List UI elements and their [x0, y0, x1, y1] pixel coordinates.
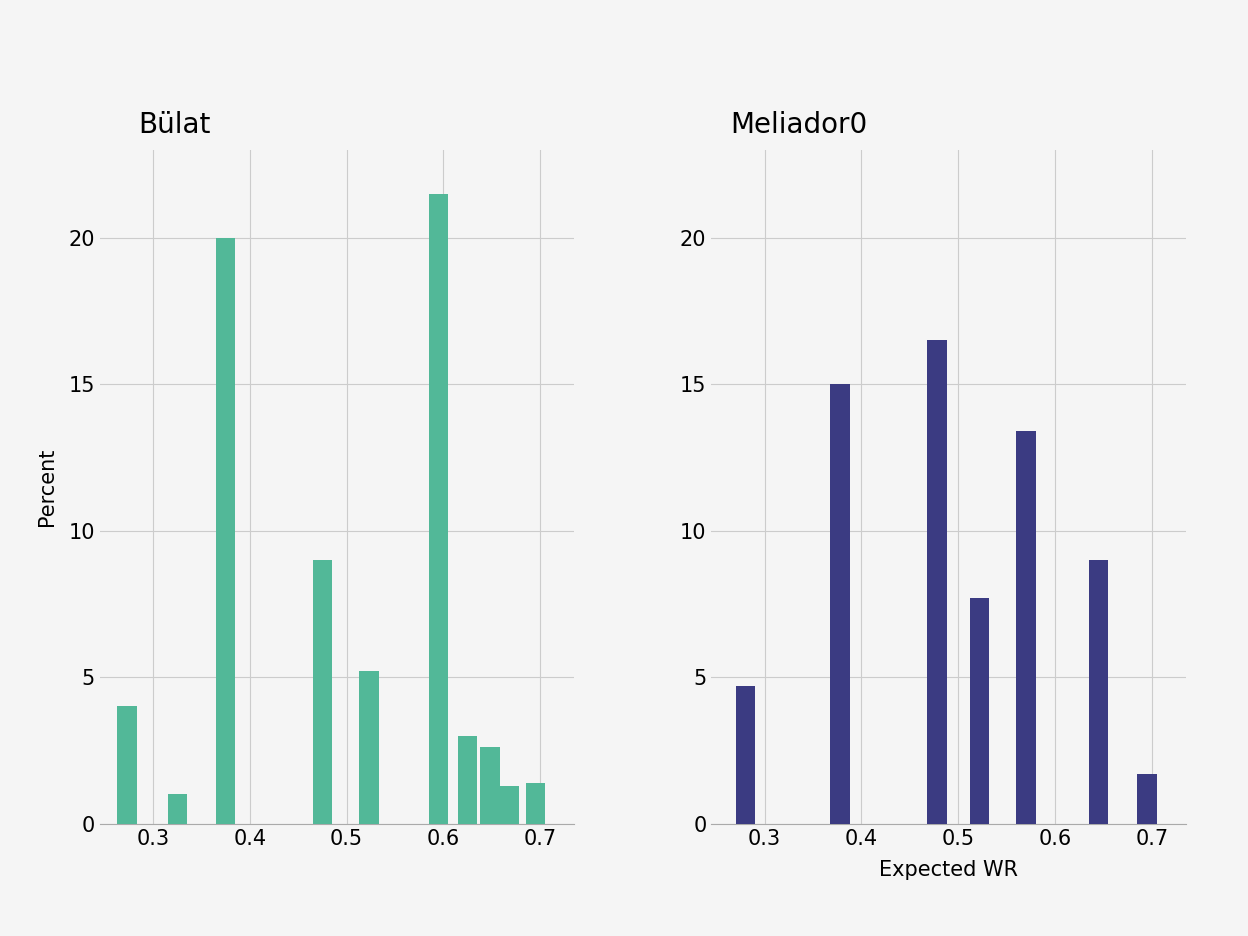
X-axis label: Expected WR: Expected WR [879, 859, 1018, 880]
Y-axis label: Percent: Percent [37, 447, 57, 526]
Bar [735, 686, 755, 824]
Bar [359, 671, 378, 824]
Bar [1016, 431, 1036, 824]
Bar [167, 795, 187, 824]
Text: Bülat: Bülat [137, 111, 210, 139]
Bar [525, 782, 545, 824]
Bar [499, 785, 519, 824]
Bar [480, 748, 499, 824]
Bar [927, 340, 946, 824]
Bar [1137, 774, 1157, 824]
Bar [970, 598, 990, 824]
Bar [1088, 560, 1108, 824]
Bar [313, 560, 332, 824]
Bar [216, 238, 236, 824]
Bar [830, 384, 850, 824]
Bar [429, 194, 448, 824]
Bar [458, 736, 477, 824]
Text: Meliador0: Meliador0 [730, 111, 867, 139]
Bar [117, 707, 136, 824]
